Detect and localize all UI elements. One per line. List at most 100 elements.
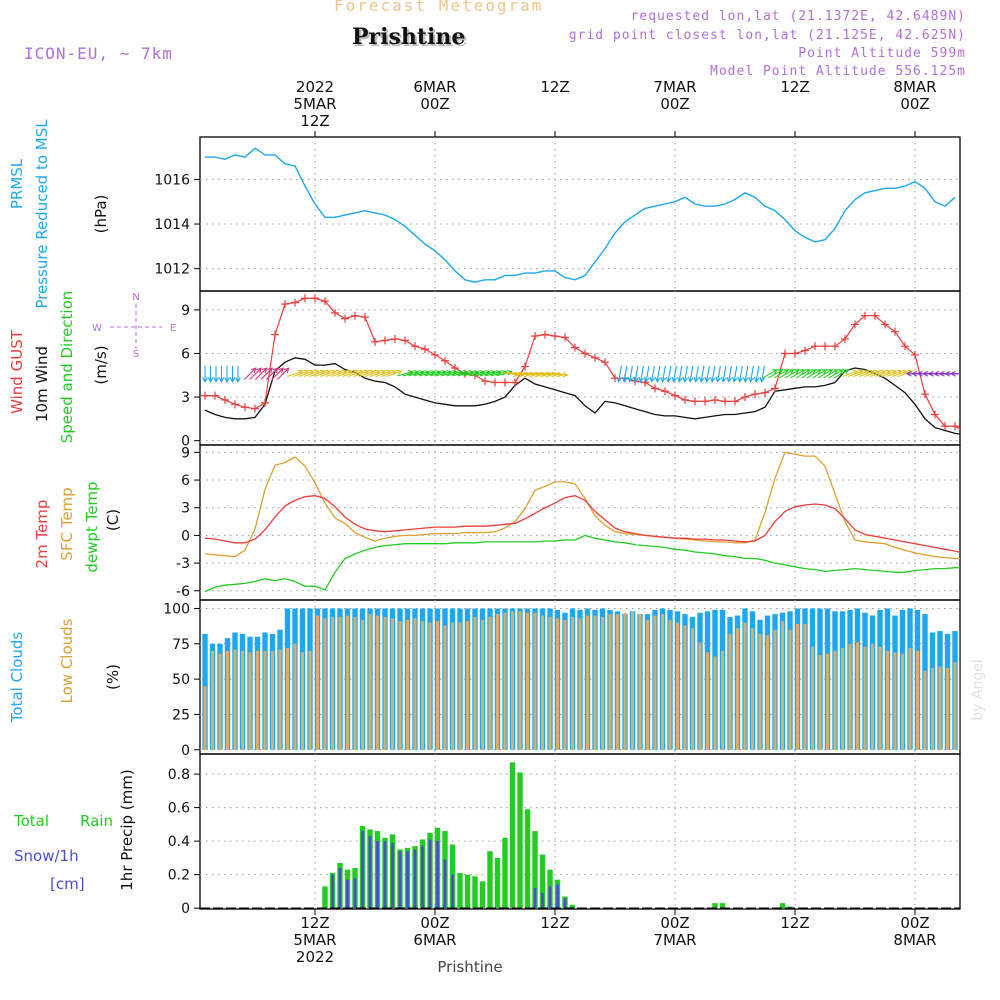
y-tick-label: 100	[163, 601, 190, 617]
series-dewpt-temp	[204, 534, 960, 593]
time-label-top: 00Z	[420, 95, 449, 113]
bar-rain	[532, 831, 538, 909]
bar-total-clouds	[959, 629, 960, 750]
bar-low-clouds	[495, 614, 500, 750]
bar-rain	[457, 872, 463, 909]
bar-low-clouds	[578, 618, 582, 750]
wind-arrow	[249, 367, 263, 380]
bar-low-clouds	[360, 619, 365, 750]
gust-marker	[801, 346, 809, 355]
wind-arrow	[812, 369, 828, 379]
time-label-top: 5MAR	[293, 95, 336, 113]
product-title: Forecast Meteogram	[334, 0, 544, 15]
bar-low-clouds	[668, 619, 672, 750]
bar-low-clouds	[248, 652, 252, 750]
bar-low-clouds	[368, 614, 372, 750]
gust-marker	[411, 342, 419, 351]
bar-low-clouds	[465, 621, 470, 750]
wind-arrow	[762, 369, 778, 379]
label-pressure-msl: Pressure Reduced to MSL	[33, 119, 51, 309]
wind-arrow	[229, 365, 236, 383]
bar-low-clouds	[510, 611, 515, 750]
gust-marker	[881, 320, 889, 329]
bar-low-clouds	[383, 616, 387, 750]
bar-low-clouds	[323, 618, 327, 750]
gust-marker	[511, 378, 519, 387]
gust-marker	[581, 349, 589, 358]
gust-marker	[521, 362, 529, 371]
label-total: Total	[13, 812, 49, 830]
bar-low-clouds	[690, 628, 695, 750]
bar-low-clouds	[728, 633, 732, 750]
gust-marker	[561, 333, 569, 342]
gust-marker	[661, 387, 669, 396]
panel-frame	[199, 290, 961, 446]
time-label-top: 00Z	[900, 95, 929, 113]
label-low-clouds: Low Clouds	[58, 618, 76, 703]
compass-w: W	[92, 323, 102, 334]
wind-arrow	[243, 367, 257, 380]
bar-rain	[517, 772, 523, 909]
bar-low-clouds	[900, 653, 905, 750]
bar-low-clouds	[593, 615, 597, 750]
bar-low-clouds	[270, 650, 275, 750]
y-tick-label: 0.2	[168, 868, 190, 884]
model-label: ICON-EU, ~ 7km	[24, 44, 173, 63]
bar-rain	[464, 874, 471, 909]
bar-low-clouds	[458, 622, 462, 750]
gust-marker	[821, 342, 829, 351]
gust-marker	[861, 311, 869, 320]
time-label-bottom: 7MAR	[653, 931, 696, 949]
bar-low-clouds	[263, 650, 267, 750]
bar-low-clouds	[810, 646, 815, 750]
bar-low-clouds	[240, 650, 245, 750]
bar-low-clouds	[825, 653, 830, 750]
gust-marker	[901, 342, 909, 351]
bar-low-clouds	[443, 625, 447, 750]
model-altitude: Model Point Altitude 556.125m	[710, 64, 966, 79]
time-label-bottom: 6MAR	[413, 931, 456, 949]
bar-low-clouds	[353, 616, 357, 750]
bar-low-clouds	[345, 615, 350, 750]
bar-snow	[368, 836, 372, 909]
wind-arrow	[784, 369, 800, 379]
wind-arrow	[271, 367, 285, 380]
bar-low-clouds	[420, 621, 425, 750]
bar-low-clouds	[623, 612, 627, 750]
bar-low-clouds	[720, 650, 725, 750]
bar-low-clouds	[330, 616, 335, 750]
gust-marker	[391, 334, 399, 343]
bar-low-clouds	[488, 616, 492, 750]
wind-arrow	[709, 365, 716, 383]
bar-low-clouds	[893, 652, 897, 750]
bar-low-clouds	[480, 619, 485, 750]
y-tick-label: 50	[172, 672, 190, 688]
credit-watermark: by Angel	[970, 659, 986, 720]
series-wind-gust	[205, 297, 960, 430]
gust-marker	[771, 384, 779, 393]
bar-low-clouds	[645, 619, 650, 750]
bar-low-clouds	[548, 616, 552, 750]
wind-arrow	[687, 365, 694, 383]
gust-marker	[951, 422, 959, 431]
bar-low-clouds	[833, 650, 837, 750]
bar-low-clouds	[300, 652, 305, 750]
gust-marker	[851, 320, 859, 329]
bar-low-clouds	[608, 614, 612, 750]
gust-marker	[911, 350, 919, 359]
wind-arrow	[546, 371, 564, 378]
label-ms: (m/s)	[92, 345, 110, 384]
bar-low-clouds	[743, 622, 747, 750]
wind-arrow	[224, 365, 230, 383]
bar-low-clouds	[278, 649, 282, 750]
bar-low-clouds	[803, 624, 807, 750]
gust-marker	[251, 404, 259, 413]
bar-low-clouds	[585, 615, 590, 750]
wind-arrow	[742, 365, 749, 383]
gust-marker	[701, 397, 709, 406]
wind-arrow	[949, 370, 960, 377]
gust-marker	[781, 349, 789, 358]
gust-marker	[691, 397, 699, 406]
wind-arrow	[207, 365, 214, 383]
bar-low-clouds	[218, 653, 222, 750]
